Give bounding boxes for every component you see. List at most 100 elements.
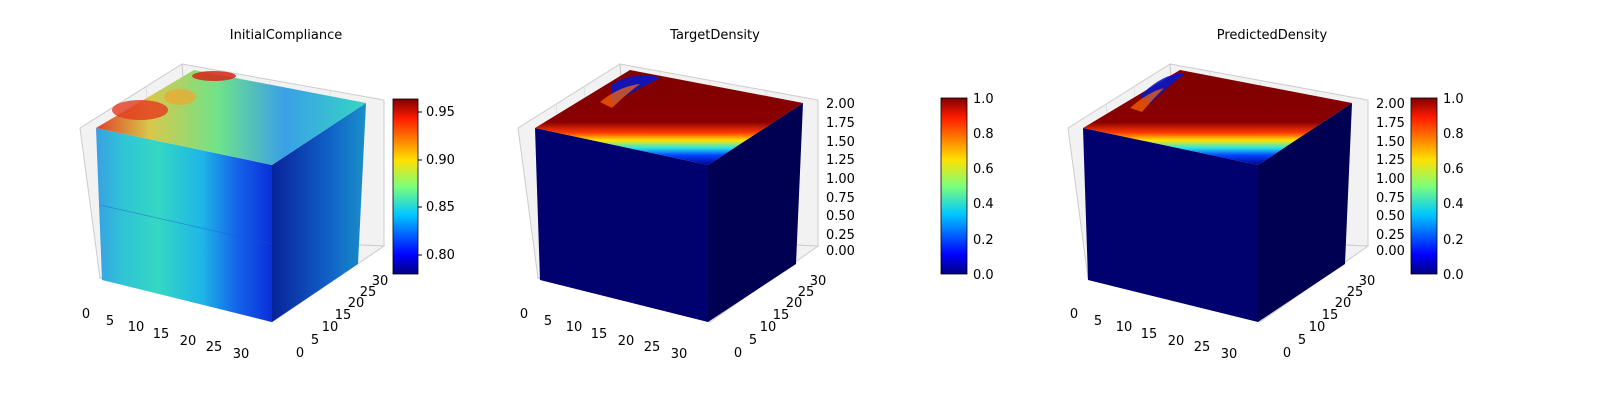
- z-tick-3: 0.75: [1376, 191, 1405, 206]
- cube-front-face: [535, 128, 708, 322]
- x-tick-6: 30: [671, 347, 688, 362]
- colorbar-tick-0: 0.0: [1443, 268, 1464, 283]
- colorbar-tick-4: 0.8: [973, 127, 994, 142]
- z-tick-2: 0.50: [1376, 209, 1405, 224]
- x-tick-2: 10: [128, 320, 145, 335]
- y-tick-3: 15: [335, 308, 352, 323]
- y-tick-0: 0: [734, 346, 742, 361]
- x-tick-1: 5: [544, 314, 552, 329]
- x-tick-4: 20: [1168, 334, 1185, 349]
- z-axis: 2.00 1.75 1.50 1.25 1.00 0.75 0.50 0.25 …: [1376, 97, 1405, 259]
- x-tick-2: 10: [1116, 320, 1133, 335]
- y-axis: 0 5 10 15 20 25 30: [1283, 274, 1375, 361]
- x-tick-1: 5: [106, 314, 114, 329]
- z-tick-4: 1.00: [826, 172, 855, 187]
- z-tick-7: 1.75: [826, 116, 855, 131]
- cube-top-face: [96, 70, 366, 165]
- x-tick-6: 30: [1221, 347, 1238, 362]
- x-tick-3: 15: [153, 327, 170, 342]
- cube-side-face: [1258, 103, 1352, 322]
- colorbar-tick-1: 0.90: [426, 153, 455, 168]
- colorbar-tick-2: 0.4: [1443, 197, 1464, 212]
- colorbar-tick-5: 1.0: [973, 92, 994, 107]
- panel-initial-compliance: InitialCompliance 0 5 10 15 20 25 30: [79, 28, 455, 362]
- colorbar-tick-2: 0.85: [426, 200, 455, 215]
- y-tick-6: 30: [372, 274, 389, 289]
- z-tick-8: 2.00: [826, 97, 855, 112]
- z-tick-8: 2.00: [1376, 97, 1405, 112]
- x-tick-5: 25: [206, 340, 223, 355]
- colorbar-tick-0: 0.0: [973, 268, 994, 283]
- z-tick-0: 0.00: [1376, 244, 1405, 259]
- y-tick-2: 10: [760, 320, 777, 335]
- x-tick-3: 15: [591, 327, 608, 342]
- z-tick-4: 1.00: [1376, 172, 1405, 187]
- colorbar-tick-3: 0.6: [1443, 162, 1464, 177]
- y-tick-3: 15: [773, 308, 790, 323]
- x-tick-0: 0: [1070, 307, 1078, 322]
- cube-front-face: [96, 128, 272, 322]
- x-tick-6: 30: [233, 347, 250, 362]
- z-tick-7: 1.75: [1376, 116, 1405, 131]
- y-tick-1: 5: [311, 333, 319, 348]
- chart-title: PredictedDensity: [1217, 28, 1328, 43]
- colorbar-tick-4: 0.8: [1443, 127, 1464, 142]
- z-tick-6: 1.50: [1376, 135, 1405, 150]
- y-tick-4: 20: [786, 296, 803, 311]
- x-tick-2: 10: [566, 320, 583, 335]
- y-tick-0: 0: [296, 346, 304, 361]
- colorbar-tick-1: 0.2: [1443, 233, 1464, 248]
- colorbar-tick-2: 0.4: [973, 197, 994, 212]
- z-tick-3: 0.75: [826, 191, 855, 206]
- x-tick-5: 25: [1194, 340, 1211, 355]
- z-axis: 2.00 1.75 1.50 1.25 1.00 0.75 0.50 0.25 …: [826, 97, 855, 259]
- colorbar: 0.95 0.90 0.85 0.80: [392, 98, 455, 275]
- y-tick-0: 0: [1283, 346, 1291, 361]
- y-axis: 0 5 10 15 20 25 30: [734, 274, 826, 361]
- colorbar: 1.0 0.8 0.6 0.4 0.2 0.0: [940, 92, 994, 283]
- panel-predicted-density: PredictedDensity 0 5 10 15 20 25 30 0 5: [1067, 28, 1464, 362]
- x-tick-5: 25: [644, 340, 661, 355]
- y-tick-3: 15: [1322, 308, 1339, 323]
- y-tick-6: 30: [810, 274, 827, 289]
- x-axis: 0 5 10 15 20 25 30: [82, 307, 249, 362]
- y-tick-2: 10: [322, 320, 339, 335]
- colorbar-tick-3: 0.6: [973, 162, 994, 177]
- chart-title: TargetDensity: [669, 28, 760, 43]
- y-tick-1: 5: [1298, 333, 1306, 348]
- colorbar-tick-1: 0.2: [973, 233, 994, 248]
- x-tick-1: 5: [1094, 314, 1102, 329]
- y-tick-4: 20: [348, 296, 365, 311]
- z-tick-0: 0.00: [826, 244, 855, 259]
- x-axis: 0 5 10 15 20 25 30: [520, 307, 687, 362]
- z-tick-5: 1.25: [1376, 153, 1405, 168]
- x-tick-0: 0: [82, 307, 90, 322]
- z-tick-6: 1.50: [826, 135, 855, 150]
- x-tick-3: 15: [1141, 327, 1158, 342]
- y-tick-1: 5: [749, 333, 757, 348]
- y-tick-2: 10: [1309, 320, 1326, 335]
- y-tick-5: 25: [1347, 285, 1364, 300]
- z-tick-1: 0.25: [826, 228, 855, 243]
- colorbar-tick-5: 1.0: [1443, 92, 1464, 107]
- y-tick-5: 25: [360, 285, 377, 300]
- colorbar-tick-0: 0.95: [426, 105, 455, 120]
- chart-title: InitialCompliance: [230, 28, 343, 43]
- y-tick-4: 20: [1335, 296, 1352, 311]
- cube-front-face: [1083, 128, 1258, 322]
- y-axis: 0 5 10 15 20 25 30: [296, 274, 388, 361]
- z-tick-2: 0.50: [826, 209, 855, 224]
- cube-side-face: [272, 103, 366, 322]
- colorbar-tick-3: 0.80: [426, 248, 455, 263]
- panel-target-density: TargetDensity 0 5 10 15 20 25 30 0 5 1: [517, 28, 994, 362]
- cube-top-face: [535, 70, 803, 165]
- x-tick-4: 20: [180, 334, 197, 349]
- x-tick-4: 20: [618, 334, 635, 349]
- y-tick-6: 30: [1359, 274, 1376, 289]
- cube-side-face: [708, 103, 803, 322]
- y-tick-5: 25: [798, 285, 815, 300]
- x-axis: 0 5 10 15 20 25 30: [1070, 307, 1237, 362]
- x-tick-0: 0: [520, 307, 528, 322]
- colorbar: 1.0 0.8 0.6 0.4 0.2 0.0: [1410, 92, 1464, 283]
